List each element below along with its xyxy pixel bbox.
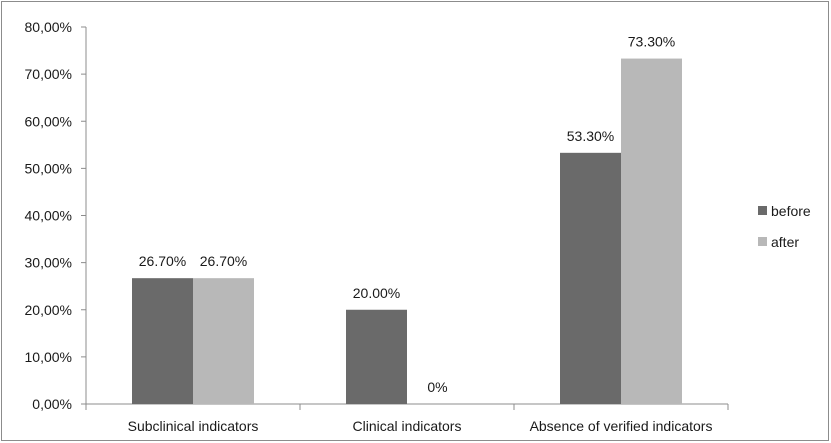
bar-before bbox=[560, 152, 621, 404]
legend-label-before: before bbox=[771, 203, 811, 219]
x-axis: Subclinical indicators Clinical indicator… bbox=[85, 403, 729, 434]
y-tick-label: 60,00% bbox=[25, 113, 72, 129]
legend-swatch-before bbox=[758, 206, 767, 215]
y-tick-label: 70,00% bbox=[25, 66, 72, 82]
data-label: 0% bbox=[427, 379, 447, 395]
x-category-label: Clinical indicators bbox=[353, 418, 462, 434]
data-label: 73.30% bbox=[628, 34, 675, 50]
y-tick-label: 80,00% bbox=[25, 19, 72, 35]
bar-after bbox=[621, 58, 682, 404]
y-tick-label: 30,00% bbox=[25, 255, 72, 271]
y-tick-label: 20,00% bbox=[25, 302, 72, 318]
legend-label-after: after bbox=[771, 234, 799, 250]
bar-before bbox=[346, 309, 407, 404]
data-label: 26.70% bbox=[200, 253, 247, 269]
data-label: 20.00% bbox=[353, 285, 400, 301]
y-tick-label: 10,00% bbox=[25, 349, 72, 365]
bar-before bbox=[132, 278, 193, 404]
data-labels: 26.70% 20.00% 53.30% 26.70% 0% 73.30% bbox=[139, 34, 675, 395]
y-tick-label: 0,00% bbox=[32, 396, 72, 412]
data-label: 26.70% bbox=[139, 253, 186, 269]
x-category-label: Absence of verified indicators bbox=[530, 418, 713, 434]
y-tick-label: 50,00% bbox=[25, 160, 72, 176]
bars bbox=[132, 58, 682, 404]
x-category-label: Subclinical indicators bbox=[128, 418, 259, 434]
data-label: 53.30% bbox=[567, 128, 614, 144]
legend-swatch-after bbox=[758, 237, 767, 246]
y-tick-label: 40,00% bbox=[25, 208, 72, 224]
y-axis: 0,00% 10,00% 20,00% 30,00% 40,00% 50,00% 60,00… bbox=[25, 19, 87, 412]
bar-after bbox=[193, 278, 254, 404]
legend: before after bbox=[758, 203, 811, 250]
